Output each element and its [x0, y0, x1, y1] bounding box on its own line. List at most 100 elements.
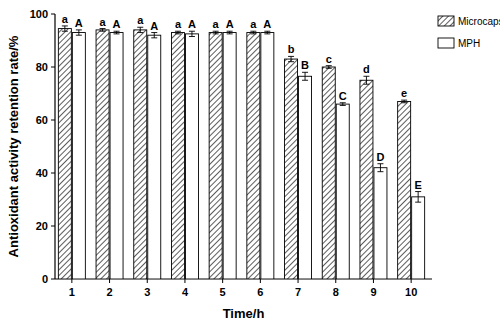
bar	[148, 35, 161, 279]
x-tick	[298, 279, 299, 283]
y-tick	[51, 120, 55, 121]
significance-letter: E	[414, 179, 421, 191]
error-bar	[175, 31, 181, 34]
x-tick-label: 1	[69, 286, 75, 298]
significance-letter: B	[301, 59, 309, 71]
legend-swatch	[438, 38, 454, 48]
error-bar	[340, 103, 346, 106]
legend-label: MPH	[458, 38, 480, 49]
significance-letter: A	[226, 18, 234, 30]
bar	[285, 59, 298, 279]
x-tick-label: 5	[220, 286, 226, 298]
bar	[398, 101, 411, 279]
significance-letter: d	[363, 63, 370, 75]
significance-letter: a	[137, 14, 144, 26]
error-bar	[100, 29, 106, 32]
error-bar	[213, 31, 219, 34]
significance-letter: A	[263, 18, 271, 30]
x-tick	[71, 279, 72, 283]
error-bar	[363, 76, 369, 84]
error-bar	[137, 27, 143, 32]
y-tick	[51, 279, 55, 280]
error-bar	[76, 30, 82, 35]
error-bar	[227, 31, 233, 34]
bar	[185, 34, 198, 279]
legend-label: Microcapsules	[458, 16, 500, 27]
bar	[299, 76, 312, 279]
y-tick	[51, 67, 55, 68]
significance-letter: a	[62, 13, 69, 25]
significance-letter: c	[326, 53, 332, 65]
y-axis	[54, 14, 55, 279]
x-tick-label: 7	[295, 286, 301, 298]
bar	[261, 33, 274, 279]
x-tick	[260, 279, 261, 283]
error-bar	[288, 56, 294, 61]
x-tick	[222, 279, 223, 283]
y-tick-label: 0	[42, 273, 48, 285]
significance-letter: A	[75, 17, 83, 29]
bar	[360, 80, 373, 279]
error-bar	[189, 31, 195, 36]
significance-letter: a	[99, 16, 106, 28]
bar	[322, 67, 335, 279]
error-bar	[250, 31, 256, 34]
y-tick-label: 80	[36, 61, 48, 73]
letters: a a a a a a b c d e A A A A A A B C D E	[62, 13, 422, 191]
significance-letter: e	[401, 87, 407, 99]
plot-area	[58, 26, 424, 279]
significance-letter: a	[175, 18, 182, 30]
bar	[72, 33, 85, 279]
bar	[223, 33, 236, 279]
y-tick-label: 40	[36, 167, 48, 179]
x-tick-label: 10	[405, 286, 417, 298]
bar	[110, 33, 123, 279]
x-tick	[411, 279, 412, 283]
y-tick	[51, 14, 55, 15]
y-tick	[51, 226, 55, 227]
x-tick-label: 9	[370, 286, 376, 298]
y-label: Antioxidant activity retention rate/%	[6, 35, 21, 257]
significance-letter: A	[113, 18, 121, 30]
legend-swatch	[438, 16, 454, 26]
x-tick	[335, 279, 336, 283]
significance-letter: A	[150, 20, 158, 32]
error-bar	[114, 31, 120, 34]
x-tick-label: 4	[182, 286, 189, 298]
error-bar	[62, 26, 68, 31]
x-tick-label: 8	[333, 286, 339, 298]
bar	[412, 197, 425, 279]
significance-letter: a	[213, 18, 220, 30]
bar	[58, 29, 71, 279]
error-bar	[326, 66, 332, 69]
x-tick-label: 6	[257, 286, 263, 298]
legend: Microcapsules MPH	[438, 16, 500, 49]
error-bar	[415, 192, 421, 203]
bar	[96, 30, 109, 279]
y-tick-label: 20	[36, 220, 48, 232]
error-bar	[151, 33, 157, 38]
y-tick-label: 100	[30, 8, 48, 20]
x-label: Time/h	[223, 306, 265, 321]
x-tick-label: 2	[106, 286, 112, 298]
significance-letter: D	[376, 151, 384, 163]
bar	[171, 33, 184, 279]
chart: 02040608010012345678910Time/hAntioxidant…	[0, 0, 500, 324]
significance-letter: A	[188, 18, 196, 30]
error-bar	[401, 100, 407, 103]
y-tick-label: 60	[36, 114, 48, 126]
error-bar	[264, 31, 270, 34]
significance-letter: a	[250, 18, 257, 30]
x-tick	[373, 279, 374, 283]
x-tick	[109, 279, 110, 283]
y-tick	[51, 173, 55, 174]
bar	[209, 33, 222, 279]
error-bar	[302, 72, 308, 80]
bar	[374, 168, 387, 279]
significance-letter: C	[339, 90, 347, 102]
x-tick	[147, 279, 148, 283]
x-tick	[184, 279, 185, 283]
bar	[247, 33, 260, 279]
significance-letter: b	[288, 43, 295, 55]
chart-svg: 02040608010012345678910Time/hAntioxidant…	[0, 0, 500, 324]
